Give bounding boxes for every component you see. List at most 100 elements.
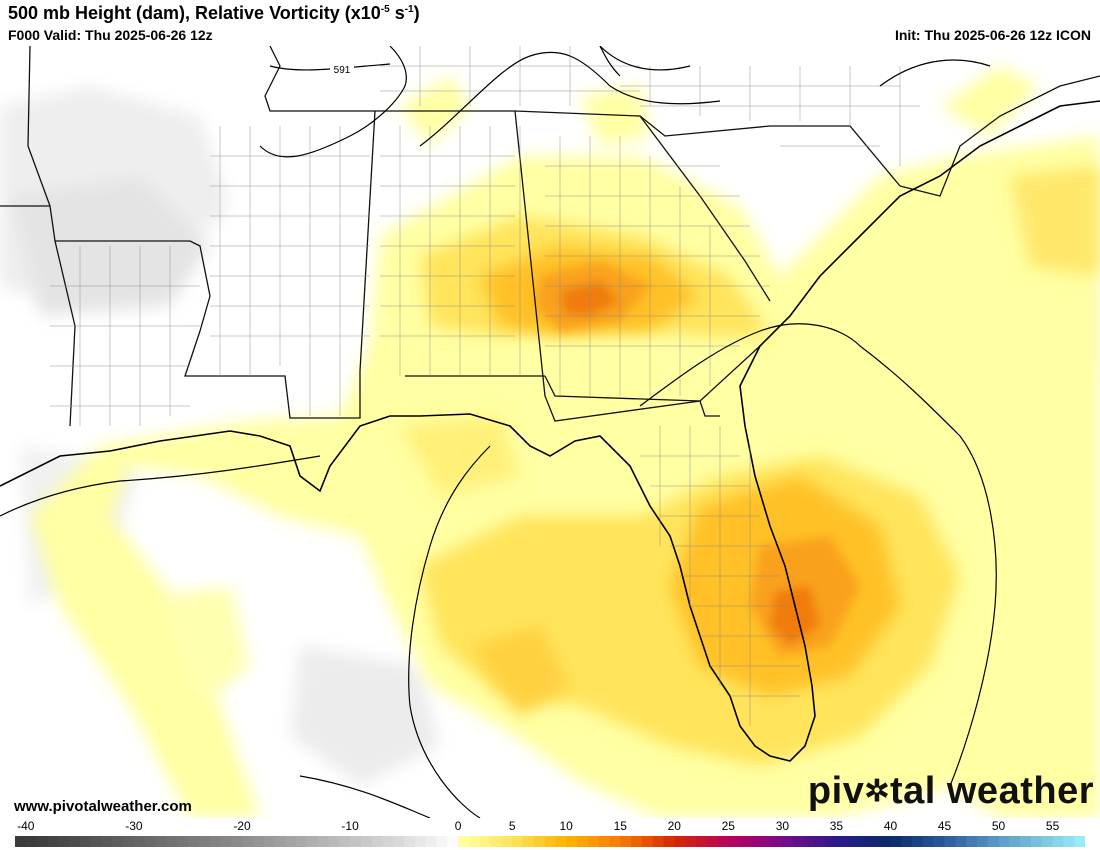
colorbar-cell [1041, 836, 1054, 847]
colorbar-tick-label: -20 [233, 819, 251, 833]
colorbar-cell [749, 836, 762, 847]
colorbar-tick-label: 55 [1045, 819, 1060, 833]
colorbar-cell [252, 836, 265, 847]
colorbar-cell [436, 836, 448, 847]
colorbar-cell [598, 836, 611, 847]
colorbar-cell [220, 836, 232, 847]
colorbar-cell [296, 836, 308, 847]
colorbar-cell [1052, 836, 1064, 847]
colorbar-cell [306, 836, 319, 847]
colorbar-cell [101, 836, 113, 847]
colorbar-cell [133, 836, 146, 847]
colorbar-cell [1020, 836, 1032, 847]
colorbar-tick-label: 5 [508, 819, 516, 833]
colorbar-cell [901, 836, 913, 847]
colorbar-cell [912, 836, 924, 847]
colorbar-cell [512, 836, 524, 847]
colorbar-cell [1074, 836, 1085, 847]
colorbar-cell [998, 836, 1010, 847]
colorbar-tick-label: 25 [721, 819, 735, 833]
colorbar-cell [739, 836, 751, 847]
colorbar-cell [360, 836, 373, 847]
colorbar-cell [685, 836, 697, 847]
colorbar-cell [533, 836, 546, 847]
colorbar-cell [58, 836, 70, 847]
colorbar-cell [858, 836, 870, 847]
colorbar-cell [522, 836, 535, 847]
colorbar-cell [955, 836, 967, 847]
colorbar-cell [641, 836, 654, 847]
colorbar-cell [663, 836, 675, 847]
colorbar-cell [177, 836, 189, 847]
colorbar-cell [339, 836, 351, 847]
colorbar-cell [317, 836, 330, 847]
colorbar-cell [803, 836, 816, 847]
colorbar-cell [566, 836, 578, 847]
colorbar-cell [112, 836, 124, 847]
colorbar-strip [15, 836, 1085, 847]
colorbar-cell [468, 836, 481, 847]
colorbar-cell [231, 836, 243, 847]
colorbar-cell [760, 836, 773, 847]
colorbar-tick-label: -40 [17, 819, 35, 833]
colorbar-cell [404, 836, 416, 847]
colorbar-cell [609, 836, 621, 847]
colorbar-cell [674, 836, 686, 847]
contour-label-box [330, 63, 354, 76]
colorbar-cell [620, 836, 632, 847]
colorbar-cell [652, 836, 665, 847]
pivotal-weather-logo: piv✲tal weather [807, 770, 1094, 812]
colorbar-cell [241, 836, 254, 847]
colorbar-cell [393, 836, 405, 847]
colorbar-tick-label: -10 [341, 819, 359, 833]
colorbar-cell [836, 836, 848, 847]
colorbar-cell [79, 836, 92, 847]
colorbar-tick-label: 20 [667, 819, 681, 833]
positive-vorticity-shading [30, 66, 1100, 818]
colorbar-cell [555, 836, 567, 847]
colorbar-cell [944, 836, 956, 847]
colorbar-tick-label: 40 [883, 819, 898, 833]
colorbar-cell [771, 836, 783, 847]
colorbar-cell [382, 836, 394, 847]
colorbar-cell [263, 836, 275, 847]
map-header: 500 mb Height (dam), Relative Vorticity … [0, 0, 1100, 46]
colorbar-tick-label: 30 [775, 819, 790, 833]
colorbar-cell [209, 836, 221, 847]
colorbar-cell [479, 836, 492, 847]
colorbar-cell [587, 836, 600, 847]
colorbar-cell [793, 836, 805, 847]
colorbar-cell [987, 836, 1000, 847]
colorbar-cell [155, 836, 167, 847]
colorbar-tick-label: 10 [559, 819, 573, 833]
colorbar-cell [501, 836, 513, 847]
colorbar-cell [966, 836, 978, 847]
colorbar: -40 -30 -20 -10 0 5 10 15 20 25 30 35 40 45 50 55 [15, 818, 1085, 850]
colorbar-cell [782, 836, 794, 847]
county-lines [50, 46, 920, 726]
website-url: www.pivotalweather.com [14, 798, 192, 815]
colorbar-cell [825, 836, 838, 847]
gear-icon: ✲ [864, 775, 890, 808]
colorbar-tick-label: 0 [454, 819, 462, 833]
colorbar-cell [706, 836, 719, 847]
colorbar-tick-label: 35 [829, 819, 844, 833]
colorbar-cell [69, 836, 81, 847]
colorbar-cell [695, 836, 708, 847]
colorbar-cell [328, 836, 340, 847]
valid-time: F000 Valid: Thu 2025-06-26 12z [8, 27, 213, 43]
colorbar-cell [350, 836, 362, 847]
colorbar-cell [371, 836, 384, 847]
colorbar-cell [47, 836, 59, 847]
colorbar-cell [728, 836, 740, 847]
map-title: 500 mb Height (dam), Relative Vorticity … [8, 3, 420, 23]
colorbar-cell [198, 836, 211, 847]
vorticity-map[interactable]: 591 [0, 46, 1100, 818]
colorbar-cell [544, 836, 557, 847]
colorbar-cell [1009, 836, 1021, 847]
colorbar-cell [847, 836, 859, 847]
colorbar-cell [814, 836, 827, 847]
map-canvas: 591 [0, 46, 1100, 818]
colorbar-cell [933, 836, 946, 847]
colorbar-cell [285, 836, 297, 847]
